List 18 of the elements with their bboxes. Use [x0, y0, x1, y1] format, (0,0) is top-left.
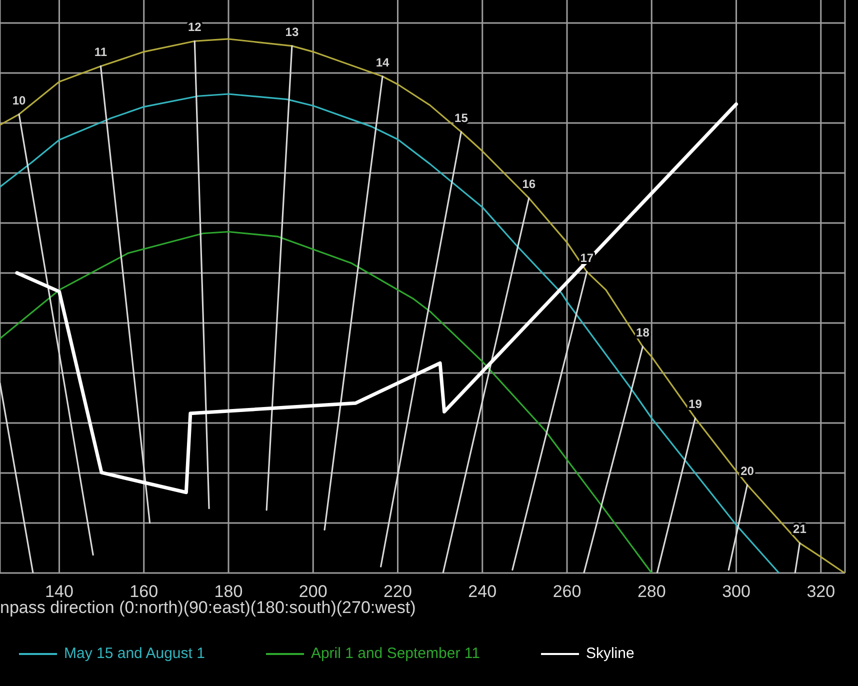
annotation: 14	[376, 55, 390, 70]
annotation: 15	[454, 110, 468, 125]
annotation: 16	[522, 177, 536, 192]
x-tick-label: 240	[468, 582, 497, 602]
annotation: 11	[94, 45, 108, 60]
x-tick-label: 260	[552, 582, 582, 602]
legend-label: May 15 and August 1	[64, 645, 205, 662]
annotation: 19	[688, 397, 702, 412]
legend-label: Skyline	[586, 645, 634, 662]
annotation: 21	[793, 522, 807, 536]
x-tick-label: 320	[806, 582, 836, 602]
x-tick-label: 280	[637, 582, 666, 602]
x-tick-label: 300	[722, 582, 750, 602]
annotation: 18	[636, 326, 650, 340]
annotation: 13	[285, 24, 299, 39]
legend-label: April 1 and September 11	[310, 645, 480, 662]
annotation: 10	[12, 93, 26, 108]
annotation: 12	[188, 20, 202, 34]
